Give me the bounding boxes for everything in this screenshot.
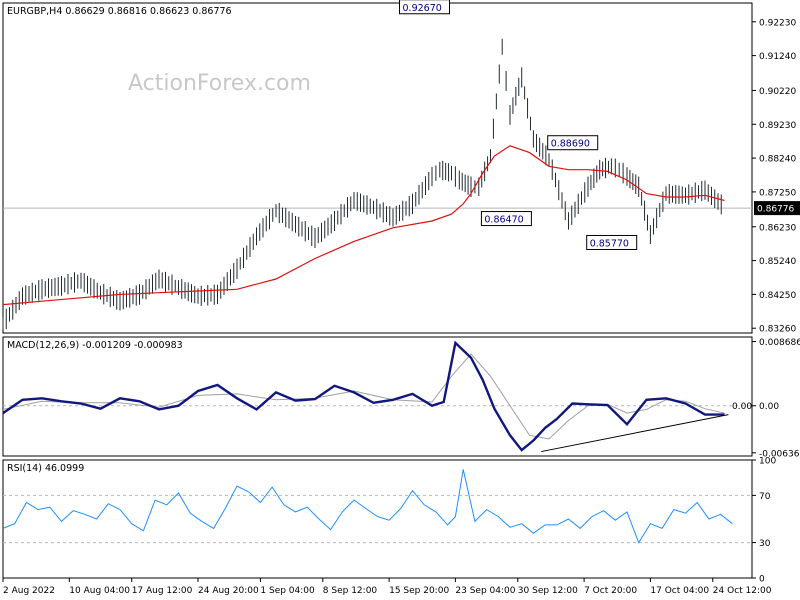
y-tick-label: 100 (759, 457, 776, 467)
x-tick-label: 30 Sep 12:00 (518, 586, 578, 596)
price-annotation-label: 0.85770 (590, 238, 629, 249)
macd-value-label: 0.00 (732, 402, 752, 412)
macd-line (2, 340, 725, 452)
y-tick-label: 0.00 (759, 402, 779, 412)
macd-trendline (541, 414, 729, 453)
price-annotation-label: 0.88690 (551, 139, 590, 150)
y-tick-label: 0.91240 (759, 52, 796, 62)
last-price-tag (754, 201, 800, 216)
x-tick-label: 8 Sep 12:00 (323, 586, 378, 596)
x-tick-label: 7 Oct 20:00 (584, 586, 637, 596)
price-annotation-label: 0.86470 (484, 215, 523, 226)
signal-line (2, 353, 725, 440)
y-tick-label: 0.83260 (759, 325, 796, 335)
price-annotation-box (586, 234, 638, 250)
price-annotation-box (399, 0, 450, 15)
pane-title: MACD(12,26,9) -0.001209 -0.000983 (7, 340, 183, 351)
y-tick-label: 0.88240 (759, 155, 796, 165)
y-tick-label: 0.89230 (759, 121, 796, 131)
pane-title: RSI(14) 46.0999 (7, 463, 84, 474)
y-tick-label: 70 (759, 492, 771, 502)
x-tick-label: 17 Aug 12:00 (132, 586, 193, 596)
rsi-line (2, 469, 733, 544)
x-axis: 2 Aug 2022 10 Aug 04:00 17 Aug 12:00 24 Aug… (2, 578, 772, 596)
price-annotation-label: 0.92670 (403, 3, 442, 14)
x-tick-label: 17 Oct 04:00 (650, 586, 709, 596)
y-tick-label: 0.90220 (759, 87, 796, 97)
rsi-pane: 100 70 30 0 RSI(14) 46.0999 (2, 457, 776, 585)
y-tick-label: 0.84250 (759, 291, 796, 301)
x-tick-label: 24 Oct 12:00 (713, 586, 772, 596)
y-tick-label: 0.86230 (759, 223, 796, 233)
y-tick-label: 0.87250 (759, 188, 796, 198)
y-tick-label: 0.85240 (759, 257, 796, 267)
pane-frame (2, 459, 753, 579)
y-tick-label: 0 (759, 575, 765, 585)
x-tick-label: 2 Aug 2022 (3, 586, 55, 596)
price-annotation-box (547, 135, 599, 151)
x-tick-label: 1 Sep 04:00 (260, 586, 315, 596)
watermark: ActionForex.com (128, 71, 311, 96)
x-tick-label: 15 Sep 20:00 (389, 586, 449, 596)
pane-title: EURGBP,H4 0.86629 0.86816 0.86623 0.8677… (7, 6, 232, 17)
pane-frame (2, 2, 753, 334)
moving-average-line (2, 145, 725, 306)
macd-pane: 0.008686 0.00 -0.006366 MACD(12,26,9) -0.00… (2, 336, 800, 459)
y-tick-label: -0.006366 (759, 449, 800, 459)
x-tick-label: 10 Aug 04:00 (69, 586, 130, 596)
y-tick-label: 0.008686 (759, 338, 800, 348)
price-pane: 0.92230 0.91240 0.90220 0.89230 0.88240 0.872… (2, 0, 800, 335)
y-tick-label: 30 (759, 539, 771, 549)
x-tick-label: 24 Aug 20:00 (198, 586, 259, 596)
x-tick-label: 23 Sep 04:00 (455, 586, 515, 596)
last-price-label: 0.86776 (757, 205, 794, 215)
y-tick-label: 0.92230 (759, 18, 796, 28)
price-annotation-box (480, 211, 532, 227)
